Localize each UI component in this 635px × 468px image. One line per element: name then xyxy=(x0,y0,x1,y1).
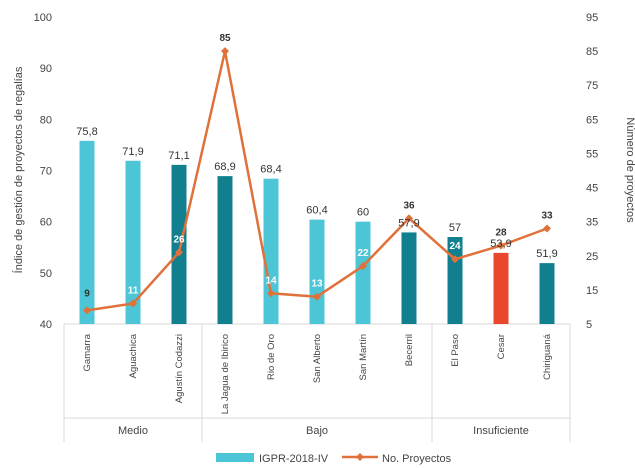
projects-line xyxy=(83,47,551,315)
category-label: La Jagua de Ibirico xyxy=(220,334,231,414)
category-label: El Paso xyxy=(450,334,461,367)
line-point xyxy=(405,214,413,223)
line-value-label: 22 xyxy=(357,248,369,259)
category-label: Chiriguaná xyxy=(542,333,553,380)
y-tick-label: 50 xyxy=(40,268,52,280)
bar xyxy=(263,178,279,324)
y2-axis-title: Número de proyectos xyxy=(624,117,635,223)
group-label: Medio xyxy=(118,425,148,437)
y2-tick-label: 25 xyxy=(586,251,598,263)
bar xyxy=(355,221,371,324)
bar-value-label: 75,8 xyxy=(76,126,97,138)
line-point xyxy=(543,224,551,233)
bar-value-label: 71,1 xyxy=(168,150,189,162)
line-point xyxy=(497,241,505,250)
y2-tick-label: 65 xyxy=(586,114,598,126)
y-tick-label: 100 xyxy=(34,12,52,24)
y2-tick-label: 55 xyxy=(586,148,598,160)
data-labels: 75,8 71,9 71,1 68,9 68,4 60,4 60 57,9 57 53,9 51,9… xyxy=(76,33,557,299)
group-label: Insuficiente xyxy=(473,425,529,437)
bar xyxy=(539,263,555,324)
y2-tick-label: 45 xyxy=(586,183,598,195)
category-label: Rio de Oro xyxy=(266,334,277,380)
y2-tick-label: 85 xyxy=(586,46,598,58)
bar-value-label: 57 xyxy=(449,222,461,234)
y2-tick-label: 75 xyxy=(586,80,598,92)
legend-label: IGPR-2018-IV xyxy=(259,453,329,465)
bar-value-label: 57,9 xyxy=(398,217,419,229)
bar-value-label: 53,9 xyxy=(490,238,511,250)
y-tick-label: 60 xyxy=(40,217,52,229)
bar-value-label: 60 xyxy=(357,207,369,219)
bar xyxy=(309,219,325,324)
line-point xyxy=(313,292,321,301)
bar xyxy=(79,140,95,324)
bar-value-label: 68,9 xyxy=(214,161,235,173)
line-value-label: 28 xyxy=(495,228,507,239)
line-point xyxy=(359,262,367,271)
line-value-label: 36 xyxy=(403,200,415,211)
bar xyxy=(493,252,509,324)
y-axis-title: Índice de gestión de proyectos de regalí… xyxy=(12,66,25,273)
bar-value-label: 68,4 xyxy=(260,164,281,176)
category-label: San Martín xyxy=(358,334,369,380)
legend-marker xyxy=(356,453,364,461)
y2-tick-label: 15 xyxy=(586,285,598,297)
line-point xyxy=(83,306,91,315)
line-value-label: 33 xyxy=(541,210,553,221)
line-value-label: 11 xyxy=(128,286,139,297)
category-label: Becerril xyxy=(404,334,415,366)
category-label: Gamarra xyxy=(82,333,93,371)
line-point xyxy=(175,248,183,257)
y2-tick-label: 35 xyxy=(586,217,598,229)
line-value-label: 13 xyxy=(311,279,323,290)
y-tick-label: 80 xyxy=(40,114,52,126)
line-point xyxy=(129,299,137,308)
category-label: San Alberto xyxy=(312,334,323,383)
category-label: Aguachica xyxy=(128,333,139,378)
y2-tick-label: 95 xyxy=(586,12,598,24)
category-label: Agustín Codazzi xyxy=(174,334,185,403)
bars xyxy=(79,140,555,324)
line-value-label: 26 xyxy=(173,234,185,245)
bar xyxy=(125,160,141,324)
line-point xyxy=(451,255,459,264)
legend: IGPR-2018-IV No. Proyectos xyxy=(216,453,452,465)
bar xyxy=(401,232,417,324)
category-axis: Gamarra Aguachica Agustín Codazzi La Jagua … xyxy=(63,324,571,442)
line-value-label: 24 xyxy=(449,241,461,252)
group-label: Bajo xyxy=(306,425,328,437)
line-point xyxy=(221,47,229,56)
legend-label: No. Proyectos xyxy=(382,453,452,465)
legend-bar-swatch xyxy=(216,453,254,462)
bar-value-label: 60,4 xyxy=(306,205,327,217)
bar-value-label: 51,9 xyxy=(536,248,557,260)
y-tick-label: 40 xyxy=(40,319,52,331)
y2-tick-label: 5 xyxy=(586,319,592,331)
line-value-label: 14 xyxy=(265,275,277,286)
bar xyxy=(217,176,233,324)
line-value-label: 9 xyxy=(84,288,90,299)
y-tick-label: 70 xyxy=(40,166,52,178)
line-value-label: 85 xyxy=(219,33,231,44)
line-point xyxy=(267,289,275,298)
bar-value-label: 71,9 xyxy=(122,146,143,158)
axes: 40 50 60 70 80 90 100 5 15 25 35 45 55 65 75 85 95 xyxy=(34,12,599,331)
category-label: Cesar xyxy=(496,334,507,359)
bar xyxy=(171,164,187,324)
y-tick-label: 90 xyxy=(40,63,52,75)
